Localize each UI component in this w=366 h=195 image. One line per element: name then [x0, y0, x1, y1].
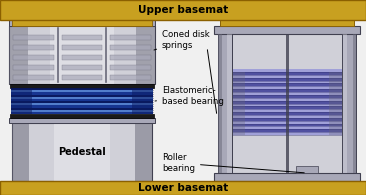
Bar — [11, 97, 153, 99]
Bar — [12, 123, 29, 181]
Text: Elastomeric-
based bearing: Elastomeric- based bearing — [155, 86, 224, 106]
Bar — [232, 75, 342, 78]
Bar — [9, 118, 155, 123]
Bar — [232, 104, 342, 106]
Bar — [214, 173, 360, 181]
Text: Roller
bearing: Roller bearing — [162, 153, 304, 173]
Bar — [110, 65, 151, 70]
Bar — [135, 123, 152, 181]
Bar — [11, 90, 153, 92]
Bar — [220, 20, 354, 26]
Bar — [232, 126, 342, 129]
Bar — [61, 75, 102, 80]
Bar — [220, 20, 354, 26]
Bar — [9, 20, 155, 26]
Bar — [11, 88, 153, 90]
Bar — [61, 45, 102, 50]
Bar — [232, 92, 342, 95]
Bar — [232, 81, 342, 83]
Bar — [110, 45, 151, 50]
Bar — [296, 166, 318, 173]
Bar — [11, 110, 153, 112]
Bar — [342, 34, 347, 173]
Text: Upper basemat: Upper basemat — [138, 5, 228, 15]
Bar — [132, 88, 153, 114]
Text: Coned disk
springs: Coned disk springs — [154, 30, 210, 50]
Bar — [11, 92, 153, 95]
Bar — [136, 26, 155, 84]
Bar — [232, 72, 245, 135]
Bar — [11, 95, 153, 97]
Bar — [11, 88, 153, 114]
Bar — [13, 65, 54, 70]
Bar — [232, 72, 342, 135]
Bar — [232, 34, 342, 72]
Bar — [232, 86, 342, 89]
Bar — [329, 72, 342, 135]
Bar — [50, 26, 114, 84]
Bar — [61, 55, 102, 60]
Bar — [218, 34, 232, 173]
Bar — [110, 75, 151, 80]
Bar — [13, 45, 54, 50]
Bar — [11, 88, 32, 114]
Bar — [232, 118, 342, 121]
Bar — [232, 78, 342, 81]
Bar — [10, 114, 154, 118]
Bar — [110, 55, 151, 60]
Bar — [232, 106, 342, 109]
Bar — [12, 20, 152, 26]
Bar — [11, 105, 153, 107]
Bar — [9, 26, 28, 84]
Bar — [232, 69, 342, 72]
Bar — [13, 75, 54, 80]
Bar — [214, 26, 360, 34]
Text: Pedestal: Pedestal — [58, 147, 106, 157]
Bar — [12, 123, 152, 181]
Bar — [232, 135, 342, 173]
Bar — [232, 124, 342, 126]
Bar — [232, 129, 342, 132]
Bar — [54, 123, 110, 181]
Bar — [11, 101, 153, 103]
Bar — [232, 89, 342, 92]
Bar — [232, 72, 342, 75]
Bar — [218, 34, 221, 173]
Bar — [285, 34, 288, 173]
Text: Lower basemat: Lower basemat — [138, 183, 228, 193]
Bar — [342, 34, 356, 173]
Bar — [352, 34, 356, 173]
Bar — [11, 103, 153, 105]
Bar — [232, 112, 342, 115]
Bar — [9, 26, 155, 84]
Bar — [232, 109, 342, 112]
Bar — [232, 132, 342, 135]
Bar — [10, 84, 154, 88]
Bar — [232, 98, 342, 101]
Bar — [11, 99, 153, 101]
Bar — [0, 0, 366, 20]
Bar — [13, 55, 54, 60]
Bar — [11, 107, 153, 110]
Bar — [11, 112, 153, 114]
Bar — [110, 35, 151, 40]
Bar — [61, 65, 102, 70]
Bar — [232, 115, 342, 118]
Bar — [0, 181, 366, 195]
Bar — [227, 34, 232, 173]
Bar — [232, 83, 342, 86]
Bar — [232, 101, 342, 104]
Bar — [232, 121, 342, 124]
Bar — [232, 95, 342, 98]
Bar — [13, 35, 54, 40]
Bar — [61, 35, 102, 40]
